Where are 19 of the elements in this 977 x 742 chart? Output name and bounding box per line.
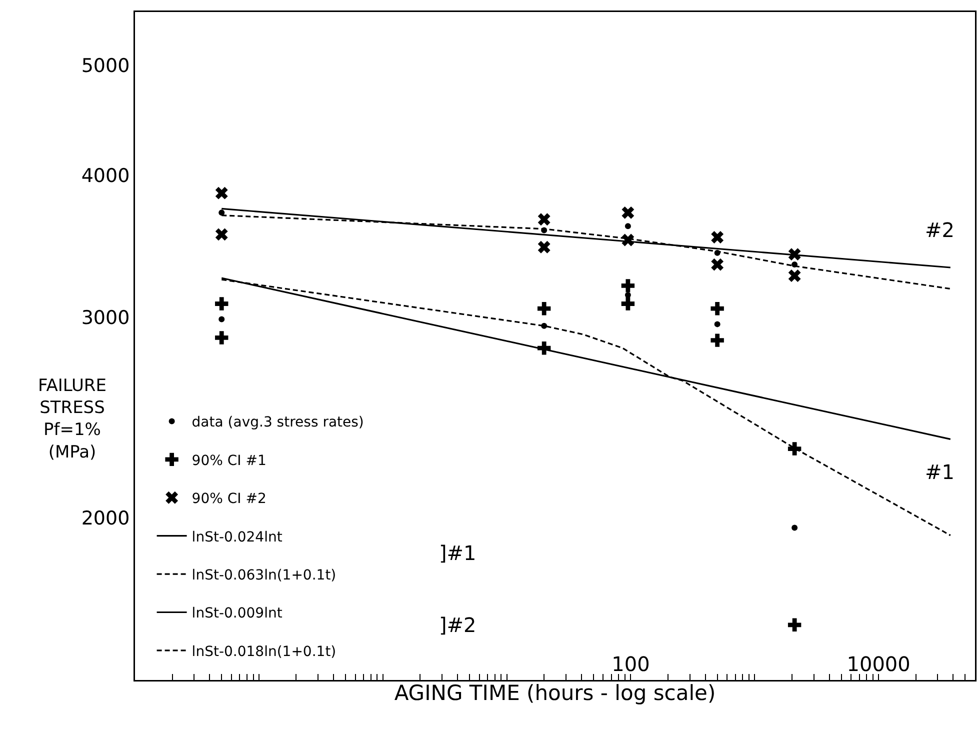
x-tick-label: 10000 (846, 652, 910, 676)
legend-label: lnSt-0.063ln(1+0.1t) (192, 568, 336, 584)
y-tick-label: 3000 (81, 307, 130, 330)
y-tick-label: 2000 (81, 507, 130, 530)
annotation: #2 (925, 218, 954, 242)
annotation: ]#1 (439, 541, 476, 565)
x-tick-label: 100 (612, 652, 650, 676)
legend-label: 90% CI #1 (192, 452, 266, 469)
legend-label: 90% CI #2 (192, 491, 266, 508)
legend-label: lnSt-0.024lnt (192, 529, 283, 546)
y-tick-label: 4000 (81, 165, 130, 188)
annotation: ]#2 (439, 613, 476, 637)
legend-label: lnSt-0.018ln(1+0.1t) (192, 644, 336, 660)
legend-label: lnSt-0.009lnt (192, 606, 283, 622)
legend-label: data (avg.3 stress rates) (192, 414, 364, 431)
x-axis-title: AGING TIME (hours - log scale) (394, 680, 716, 705)
y-axis-title: FAILURE STRESS Pf=1% (MPa) (38, 376, 106, 462)
y-tick-label: 5000 (81, 54, 130, 77)
annotation: #1 (925, 460, 954, 484)
